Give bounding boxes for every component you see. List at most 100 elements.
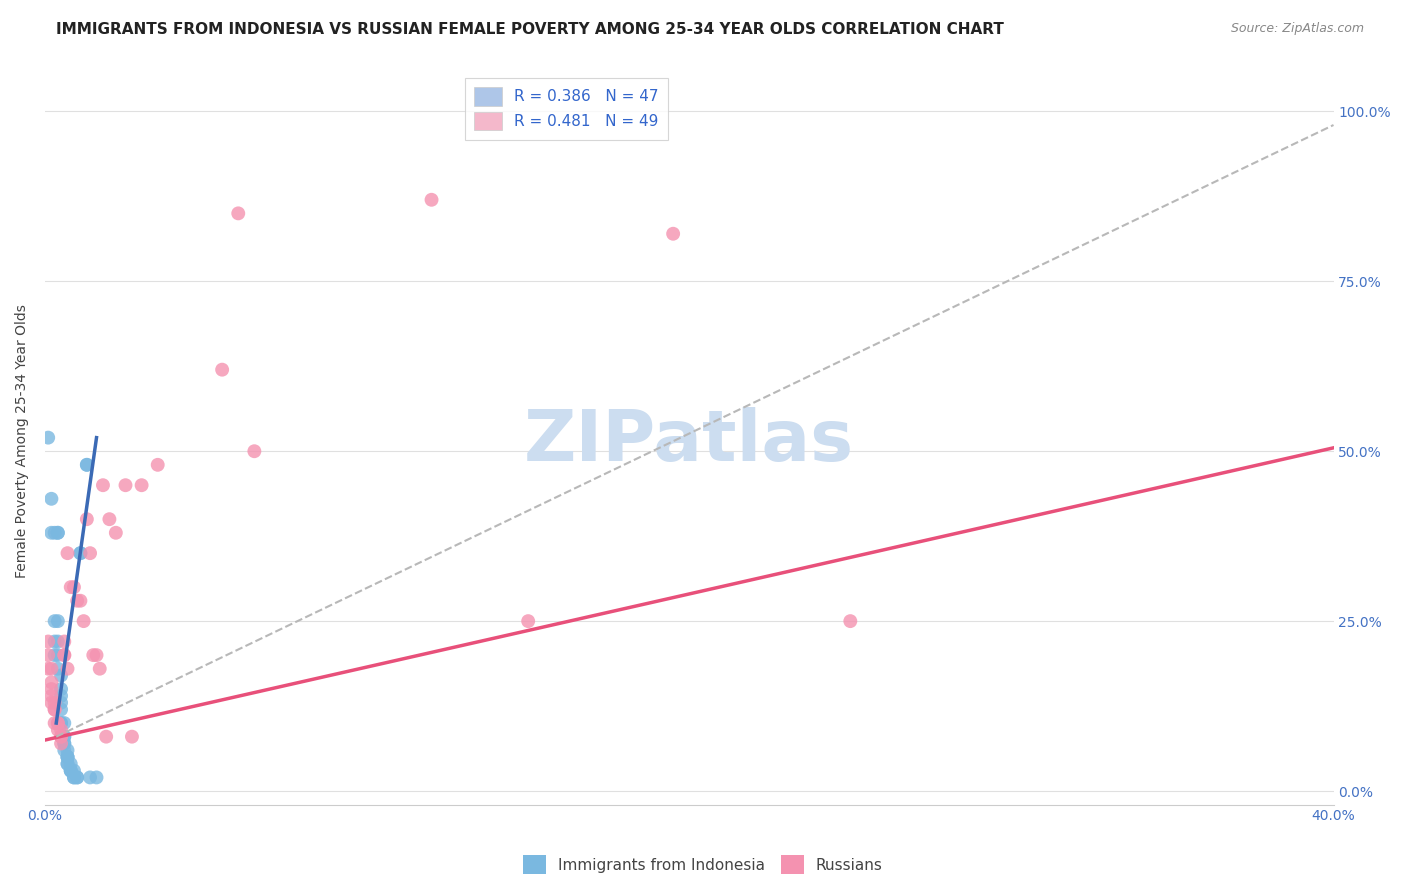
Point	[76, 458, 98, 472]
Point	[56, 743, 79, 757]
Point	[44, 634, 66, 648]
Point	[243, 444, 266, 458]
Point	[53, 634, 76, 648]
Point	[44, 702, 66, 716]
Point	[211, 362, 233, 376]
Point	[69, 546, 91, 560]
Point	[86, 771, 108, 785]
Point	[49, 682, 72, 697]
Text: Source: ZipAtlas.com: Source: ZipAtlas.com	[1230, 22, 1364, 36]
Point	[131, 478, 153, 492]
Point	[37, 634, 59, 648]
Point	[44, 696, 66, 710]
Y-axis label: Female Poverty Among 25-34 Year Olds: Female Poverty Among 25-34 Year Olds	[15, 304, 30, 578]
Point	[44, 648, 66, 662]
Point	[59, 764, 82, 778]
Point	[86, 648, 108, 662]
Point	[41, 675, 63, 690]
Point	[59, 764, 82, 778]
Point	[46, 648, 69, 662]
Point	[91, 478, 114, 492]
Point	[72, 614, 94, 628]
Point	[56, 750, 79, 764]
Point	[53, 648, 76, 662]
Point	[226, 206, 249, 220]
Point	[839, 614, 862, 628]
Text: ZIPatlas: ZIPatlas	[524, 407, 855, 475]
Point	[41, 491, 63, 506]
Point	[63, 771, 86, 785]
Point	[56, 662, 79, 676]
Point	[41, 525, 63, 540]
Point	[44, 716, 66, 731]
Point	[63, 771, 86, 785]
Point	[76, 458, 98, 472]
Point	[89, 662, 111, 676]
Point	[53, 730, 76, 744]
Point	[56, 756, 79, 771]
Point	[49, 668, 72, 682]
Point	[46, 525, 69, 540]
Point	[44, 614, 66, 628]
Point	[46, 525, 69, 540]
Point	[49, 723, 72, 737]
Point	[56, 750, 79, 764]
Point	[49, 716, 72, 731]
Point	[69, 546, 91, 560]
Legend: R = 0.386   N = 47, R = 0.481   N = 49: R = 0.386 N = 47, R = 0.481 N = 49	[465, 78, 668, 139]
Point	[37, 431, 59, 445]
Point	[69, 593, 91, 607]
Point	[53, 730, 76, 744]
Text: IMMIGRANTS FROM INDONESIA VS RUSSIAN FEMALE POVERTY AMONG 25-34 YEAR OLDS CORREL: IMMIGRANTS FROM INDONESIA VS RUSSIAN FEM…	[56, 22, 1004, 37]
Point	[49, 702, 72, 716]
Point	[41, 689, 63, 703]
Point	[114, 478, 136, 492]
Point	[41, 696, 63, 710]
Point	[517, 614, 540, 628]
Point	[49, 730, 72, 744]
Point	[121, 730, 143, 744]
Point	[63, 580, 86, 594]
Point	[49, 736, 72, 750]
Point	[56, 750, 79, 764]
Point	[49, 689, 72, 703]
Point	[49, 696, 72, 710]
Point	[53, 736, 76, 750]
Point	[56, 756, 79, 771]
Point	[59, 764, 82, 778]
Point	[46, 723, 69, 737]
Point	[53, 736, 76, 750]
Point	[79, 771, 101, 785]
Point	[146, 458, 169, 472]
Point	[53, 743, 76, 757]
Point	[59, 580, 82, 594]
Point	[44, 702, 66, 716]
Point	[59, 756, 82, 771]
Point	[662, 227, 685, 241]
Point	[41, 682, 63, 697]
Point	[82, 648, 104, 662]
Point	[98, 512, 121, 526]
Point	[96, 730, 118, 744]
Point	[66, 771, 89, 785]
Point	[66, 771, 89, 785]
Point	[37, 648, 59, 662]
Point	[49, 716, 72, 731]
Point	[79, 546, 101, 560]
Point	[76, 512, 98, 526]
Point	[56, 546, 79, 560]
Point	[420, 193, 443, 207]
Point	[53, 648, 76, 662]
Point	[49, 730, 72, 744]
Point	[46, 716, 69, 731]
Point	[46, 614, 69, 628]
Point	[37, 662, 59, 676]
Point	[66, 593, 89, 607]
Point	[53, 716, 76, 731]
Point	[63, 764, 86, 778]
Point	[46, 662, 69, 676]
Legend: Immigrants from Indonesia, Russians: Immigrants from Indonesia, Russians	[517, 849, 889, 880]
Point	[46, 716, 69, 731]
Point	[46, 634, 69, 648]
Point	[104, 525, 127, 540]
